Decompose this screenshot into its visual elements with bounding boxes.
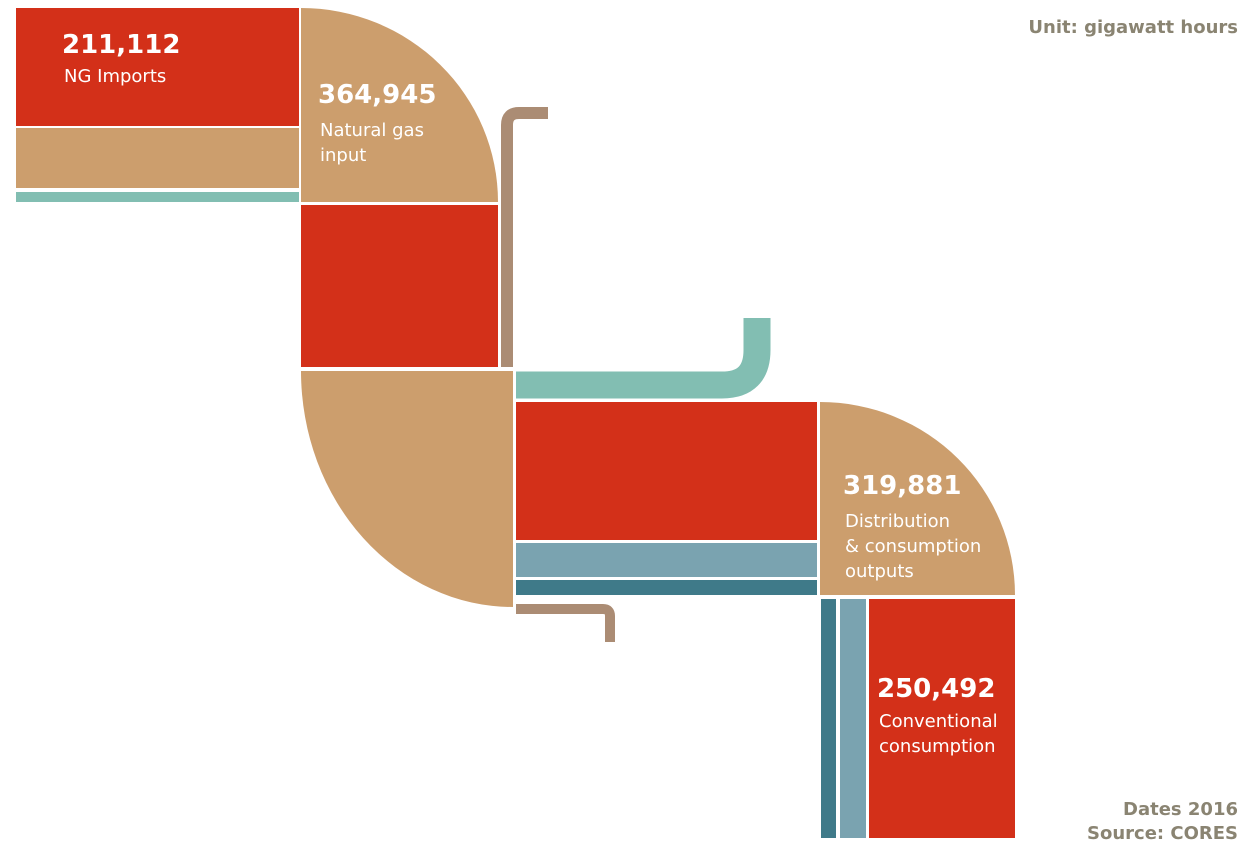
node-label: & consumption xyxy=(845,536,981,557)
dates-note: Dates 2016 xyxy=(1123,799,1238,820)
node-label: consumption xyxy=(879,736,996,757)
node-value: 319,881 xyxy=(843,471,961,501)
minor-flow xyxy=(16,192,299,202)
conventional-flow xyxy=(869,599,1015,838)
distribution-red-flow xyxy=(516,402,817,540)
node-value: 211,112 xyxy=(62,30,180,60)
distribution-dark-flow xyxy=(516,580,817,595)
node-value: 250,492 xyxy=(877,674,995,704)
loss-pipe xyxy=(516,604,615,642)
source-note: Source: CORES xyxy=(1087,823,1238,844)
node-label: Conventional xyxy=(879,711,998,732)
input-red-flow xyxy=(301,205,498,367)
output-bend xyxy=(820,402,1015,595)
export-pipe xyxy=(501,107,548,367)
node-label: Distribution xyxy=(845,511,950,532)
node-value: 364,945 xyxy=(318,80,436,110)
middle-bend xyxy=(301,371,513,607)
output-blue-flow xyxy=(840,599,866,838)
stock-pipe xyxy=(516,318,771,399)
output-dark-flow xyxy=(821,599,836,838)
node-label: NG Imports xyxy=(64,66,166,87)
input-bend xyxy=(301,8,498,202)
node-label: input xyxy=(320,145,366,166)
node-label: Natural gas xyxy=(320,120,424,141)
node-label: outputs xyxy=(845,561,914,582)
imports-flow xyxy=(16,8,299,126)
distribution-blue-flow xyxy=(516,543,817,577)
unit-note: Unit: gigawatt hours xyxy=(1028,17,1238,38)
production-flow xyxy=(16,128,299,188)
